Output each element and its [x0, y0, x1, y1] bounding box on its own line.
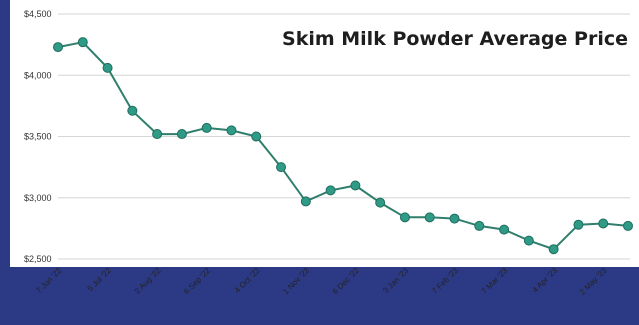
data-point — [251, 131, 262, 142]
x-tick-label: 2 May '23 — [578, 267, 609, 297]
data-point — [276, 162, 287, 173]
data-point — [152, 129, 163, 140]
data-point — [53, 42, 63, 53]
price-markers — [53, 37, 633, 255]
data-point — [523, 235, 534, 246]
data-point — [499, 224, 510, 235]
data-point — [350, 180, 361, 191]
data-point — [548, 244, 559, 255]
data-point — [424, 212, 435, 223]
data-point — [399, 212, 410, 223]
data-point — [449, 213, 460, 224]
x-tick-label: 2 Aug '22 — [133, 267, 163, 296]
x-tick-label: 7 Mar '23 — [480, 267, 510, 296]
grid-layer — [58, 13, 630, 260]
chart-title: Skim Milk Powder Average Price — [282, 28, 628, 50]
data-point — [573, 219, 584, 230]
data-point — [623, 220, 633, 231]
x-tick-label: 7 Jun '22 — [34, 267, 64, 295]
y-tick-label: $4,500 — [24, 9, 52, 19]
chart-frame: Skim Milk Powder Average Price $2,500 $3,… — [10, 0, 639, 325]
data-point — [226, 125, 237, 136]
x-axis-labels: 7 Jun '22 5 Jul '22 2 Aug '22 6 Sep '22 4 Oc… — [34, 267, 609, 297]
x-tick-label: 5 Jul '22 — [86, 267, 114, 293]
data-point — [325, 185, 336, 196]
x-tick-label: 1 Nov '22 — [281, 267, 311, 296]
x-tick-label: 4 Oct '22 — [233, 267, 262, 295]
data-point — [474, 220, 485, 231]
data-point — [598, 218, 609, 229]
x-tick-label: 6 Sep '22 — [182, 267, 212, 296]
y-tick-label: $3,500 — [24, 132, 52, 142]
y-axis-ticks: $2,500 $3,000 $3,500 $4,000 $4,500 — [24, 9, 52, 264]
data-point — [77, 37, 88, 48]
x-tick-label: 4 Apr '23 — [531, 267, 560, 295]
y-tick-label: $3,000 — [24, 193, 52, 203]
y-tick-label: $2,500 — [24, 254, 52, 264]
line-chart: Skim Milk Powder Average Price $2,500 $3,… — [24, 9, 633, 264]
x-tick-label: 6 Dec '22 — [331, 267, 361, 296]
data-point — [176, 129, 187, 140]
chart-panel: Skim Milk Powder Average Price $2,500 $3,… — [10, 0, 639, 267]
x-tick-label: 7 Feb '23 — [430, 267, 460, 296]
data-point — [201, 122, 212, 133]
data-point — [375, 197, 386, 208]
data-point — [127, 105, 138, 116]
data-point — [102, 62, 113, 73]
price-series-line — [57, 41, 629, 251]
x-tick-label: 3 Jan '23 — [381, 267, 411, 295]
y-tick-label: $4,000 — [24, 70, 52, 80]
data-point — [300, 196, 311, 207]
